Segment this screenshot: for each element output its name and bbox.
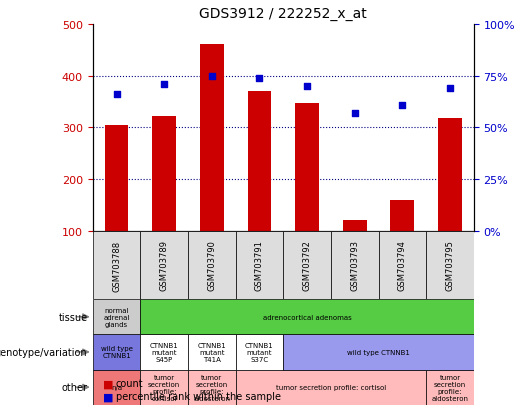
Text: ■: ■: [103, 392, 113, 401]
Text: tumor
secretion
profile:
aldosteron: tumor secretion profile: aldosteron: [432, 374, 469, 401]
Text: CTNNB1
mutant
T41A: CTNNB1 mutant T41A: [197, 342, 226, 362]
Bar: [188, 335, 235, 370]
Text: GSM703790: GSM703790: [208, 240, 216, 291]
Bar: [390, 200, 414, 231]
Text: tumor
secretion
profile:
cortisol: tumor secretion profile: cortisol: [148, 374, 180, 401]
Text: genotype/variation: genotype/variation: [0, 347, 88, 357]
Point: [446, 85, 454, 92]
Bar: [331, 231, 379, 299]
Bar: [93, 335, 140, 370]
Point: [112, 92, 121, 98]
Text: GSM703792: GSM703792: [303, 240, 312, 291]
Bar: [140, 231, 188, 299]
Text: tumor
secretion
profile:
aldosteron: tumor secretion profile: aldosteron: [193, 374, 230, 401]
Text: GSM703793: GSM703793: [350, 240, 359, 291]
Bar: [426, 370, 474, 405]
Point: [351, 110, 359, 117]
Bar: [140, 299, 474, 335]
Bar: [283, 231, 331, 299]
Bar: [426, 231, 474, 299]
Text: wild type CTNNB1: wild type CTNNB1: [347, 349, 410, 355]
Point: [255, 75, 264, 82]
Text: wild type
CTNNB1: wild type CTNNB1: [100, 346, 132, 358]
Text: adrenocortical adenomas: adrenocortical adenomas: [263, 314, 351, 320]
Bar: [188, 231, 235, 299]
Bar: [283, 335, 474, 370]
Bar: [152, 116, 176, 231]
Text: CTNNB1
mutant
S45P: CTNNB1 mutant S45P: [150, 342, 179, 362]
Text: CTNNB1
mutant
S37C: CTNNB1 mutant S37C: [245, 342, 274, 362]
Bar: [140, 370, 188, 405]
Bar: [236, 370, 426, 405]
Text: normal
adrenal
glands: normal adrenal glands: [104, 307, 130, 327]
Point: [208, 73, 216, 80]
Bar: [343, 221, 367, 231]
Title: GDS3912 / 222252_x_at: GDS3912 / 222252_x_at: [199, 7, 367, 21]
Text: GSM703794: GSM703794: [398, 240, 407, 291]
Bar: [93, 231, 140, 299]
Bar: [295, 103, 319, 231]
Bar: [438, 119, 462, 231]
Text: tissue: tissue: [58, 312, 88, 322]
Bar: [105, 126, 128, 231]
Text: GSM703791: GSM703791: [255, 240, 264, 291]
Bar: [379, 231, 426, 299]
Point: [160, 81, 168, 88]
Bar: [248, 92, 271, 231]
Bar: [235, 231, 283, 299]
Text: GSM703795: GSM703795: [445, 240, 454, 291]
Bar: [188, 370, 235, 405]
Text: GSM703788: GSM703788: [112, 240, 121, 291]
Point: [398, 102, 406, 109]
Text: n/a: n/a: [111, 384, 122, 390]
Text: other: other: [62, 382, 88, 392]
Text: count: count: [116, 378, 144, 388]
Text: ■: ■: [103, 378, 113, 388]
Point: [303, 83, 311, 90]
Bar: [140, 335, 188, 370]
Bar: [93, 370, 140, 405]
Bar: [236, 335, 283, 370]
Bar: [93, 299, 140, 335]
Text: GSM703789: GSM703789: [160, 240, 168, 291]
Text: tumor secretion profile: cortisol: tumor secretion profile: cortisol: [276, 384, 386, 390]
Text: percentile rank within the sample: percentile rank within the sample: [116, 392, 281, 401]
Bar: [200, 45, 224, 231]
